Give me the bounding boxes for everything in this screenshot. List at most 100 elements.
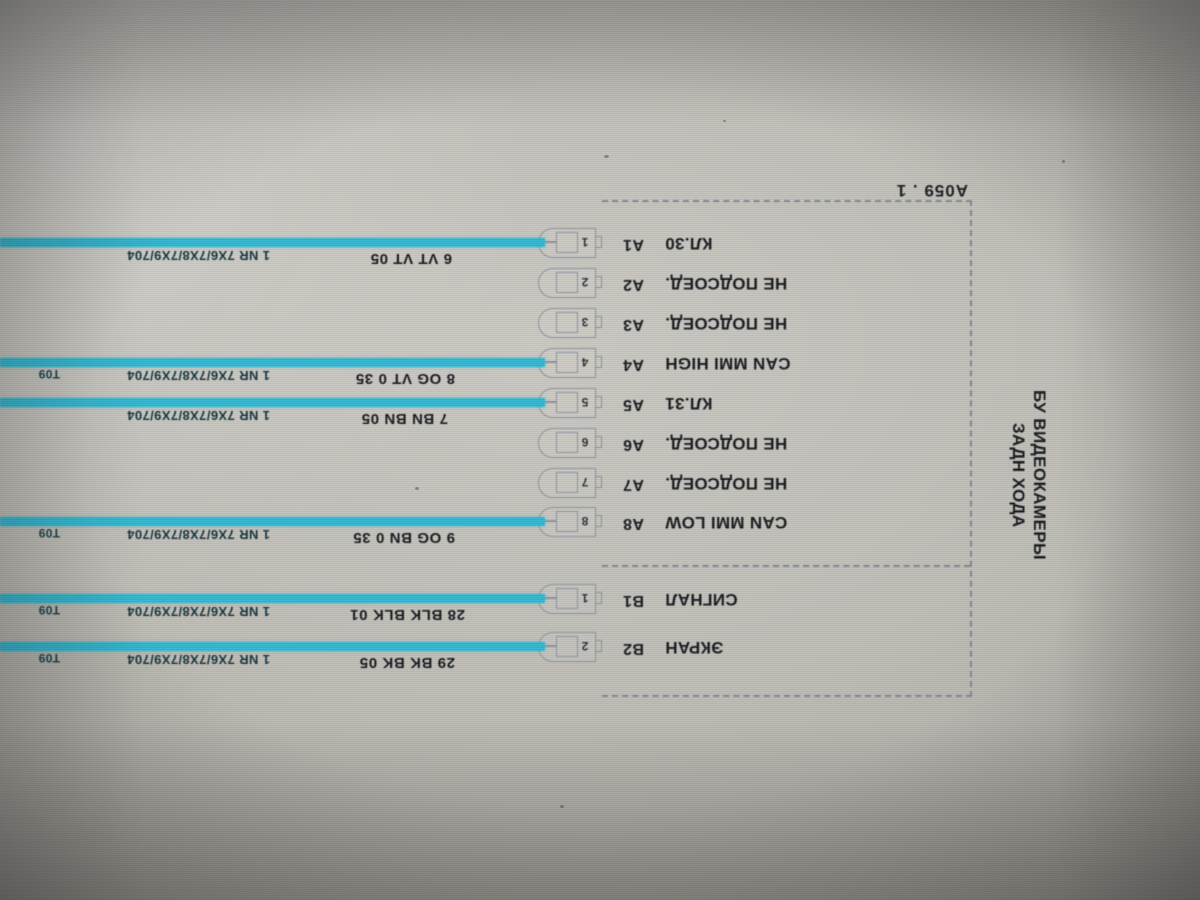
harness-label: 1 NR 7X6/7X8/7X9/704 [126, 368, 270, 383]
cavity-inner-box [556, 392, 578, 413]
cavity-tick-icon [595, 236, 602, 248]
pin-id-label: A4 [622, 356, 644, 373]
pin-row: CAN MMI LOW A8 8 9 OG BN 0 35 1 NR 7X6/7… [0, 503, 1200, 546]
pin-function-label: НЕ ПОДСОЕД. [665, 274, 788, 293]
cavity-number: 4 [581, 355, 589, 369]
pin-row: НЕ ПОДСОЕД. A6 6 [0, 424, 1200, 458]
cavity-inner-box [556, 232, 578, 253]
pin-function-label: CAN MMI HIGH [665, 354, 791, 373]
pin-function-label: СИГНАЛ [665, 590, 738, 609]
pin-function-label: CAN MMI LOW [665, 513, 788, 532]
pin-function-label: НЕ ПОДСОЕД. [665, 314, 788, 333]
pin-id-label: A2 [622, 276, 644, 293]
pin-id-label: A5 [622, 396, 644, 413]
pin-row: НЕ ПОДСОЕД. A7 7 [0, 464, 1200, 498]
pin-row: ЭКРАН B2 2 29 BK BK 05 1 NR 7X6/7X8/7X9/… [0, 628, 1200, 671]
pin-row: НЕ ПОДСОЕД. A3 3 [0, 304, 1200, 338]
connector-cavity: 3 [538, 308, 602, 338]
connector-label: T09 [38, 367, 60, 381]
pin-id-label: A7 [622, 476, 644, 493]
connector-cavity: 1 [535, 584, 602, 614]
connector-cavity: 5 [535, 388, 602, 418]
cavity-tick-icon [595, 640, 602, 652]
dust-speck [560, 805, 564, 808]
wire [0, 238, 545, 247]
cavity-number: 1 [581, 235, 589, 249]
cavity-number: 1 [581, 591, 589, 605]
pin-row: КЛ.30 A1 1 6 VT VT 05 1 NR 7X6/7X8/7X9/7… [0, 224, 1200, 267]
cavity-tick-icon [595, 592, 602, 604]
connector-group-divider [602, 565, 970, 567]
cavity-number: 6 [581, 435, 589, 449]
cavity-inner-box [556, 636, 578, 657]
cavity-number: 5 [581, 395, 589, 409]
connector-cavity: 1 [535, 228, 602, 258]
connector-cavity: 8 [535, 507, 602, 537]
cavity-inner-box [556, 272, 578, 293]
connector-cavity: 6 [538, 428, 602, 458]
wire [0, 642, 545, 651]
module-id: A059 . 1 [895, 181, 968, 200]
cavity-number: 8 [581, 514, 589, 528]
harness-label: 1 NR 7X6/7X8/7X9/704 [126, 527, 270, 542]
harness-label: 1 NR 7X6/7X8/7X9/704 [126, 652, 270, 667]
wire-label: 28 BLK BLK 01 [349, 606, 465, 623]
cavity-tick-icon [595, 476, 602, 488]
connector-label: T09 [38, 526, 60, 540]
cavity-number: 3 [581, 315, 589, 329]
connector-label: T09 [38, 651, 60, 665]
cavity-number: 2 [581, 275, 589, 289]
harness-label: 1 NR 7X6/7X8/7X9/704 [126, 408, 270, 423]
connector-cavity: 4 [535, 348, 602, 378]
dust-speck [604, 155, 609, 158]
cavity-tick-icon [595, 316, 602, 328]
pin-id-label: A8 [622, 515, 644, 532]
wire [0, 594, 545, 603]
connector-cavity: 2 [535, 632, 602, 662]
pin-function-label: ЭКРАН [665, 638, 724, 657]
harness-label: 1 NR 7X6/7X8/7X9/704 [126, 604, 270, 619]
cavity-inner-box [556, 352, 578, 373]
wire [0, 517, 545, 526]
wire-label: 29 BK BK 05 [359, 654, 455, 671]
pin-id-label: A3 [622, 316, 644, 333]
connector-label: T09 [38, 603, 60, 617]
wire [0, 398, 545, 407]
pin-row: СИГНАЛ B1 1 28 BLK BLK 01 1 NR 7X6/7X8/7… [0, 580, 1200, 623]
pin-row: НЕ ПОДСОЕД. A2 2 [0, 264, 1200, 298]
cavity-tick-icon [595, 356, 602, 368]
wire-label: 7 BN BN 05 [361, 410, 448, 427]
wire [0, 358, 545, 367]
pin-function-label: КЛ.31 [665, 394, 713, 413]
cavity-inner-box [556, 588, 578, 609]
wire-label: 6 VT VT 05 [370, 250, 452, 267]
wire-label: 9 OG BN 0 35 [352, 529, 455, 546]
pin-id-label: B2 [622, 640, 644, 657]
cavity-inner-box [556, 312, 578, 333]
cavity-tick-icon [595, 436, 602, 448]
harness-label: 1 NR 7X6/7X8/7X9/704 [126, 248, 270, 263]
pin-id-label: A6 [622, 436, 644, 453]
cavity-tick-icon [595, 276, 602, 288]
pin-row: КЛ.31 A5 5 7 BN BN 05 1 NR 7X6/7X8/7X9/7… [0, 384, 1200, 427]
cavity-tick-icon [595, 396, 602, 408]
connector-cavity: 2 [538, 268, 602, 298]
cavity-number: 7 [581, 475, 589, 489]
cavity-inner-box [556, 432, 578, 453]
pin-function-label: НЕ ПОДСОЕД. [665, 434, 788, 453]
pin-function-label: НЕ ПОДСОЕД. [665, 474, 788, 493]
dust-speck [1062, 160, 1065, 163]
pin-id-label: A1 [622, 236, 644, 253]
dust-speck [415, 487, 419, 490]
connector-cavity: 7 [538, 468, 602, 498]
dust-speck [723, 120, 726, 122]
cavity-number: 2 [581, 639, 589, 653]
cavity-inner-box [556, 511, 578, 532]
cavity-inner-box [556, 472, 578, 493]
pin-function-label: КЛ.30 [665, 234, 713, 253]
wire-label: 8 OG VT 0 35 [355, 370, 455, 387]
pin-row: CAN MMI HIGH A4 4 8 OG VT 0 35 1 NR 7X6/… [0, 344, 1200, 387]
